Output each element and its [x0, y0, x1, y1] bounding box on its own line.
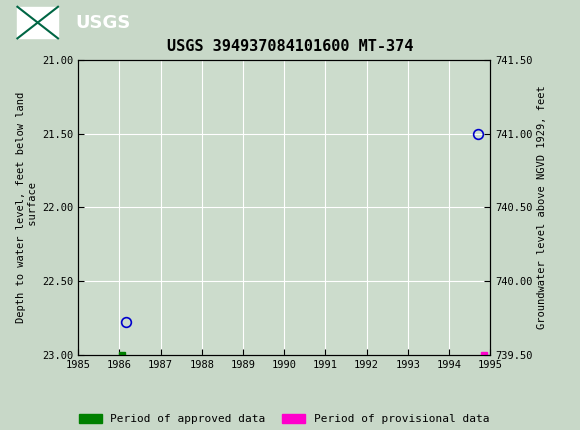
Text: USGS 394937084101600 MT-374: USGS 394937084101600 MT-374	[167, 39, 413, 54]
FancyBboxPatch shape	[17, 7, 58, 38]
Legend: Period of approved data, Period of provisional data: Period of approved data, Period of provi…	[79, 414, 489, 424]
Text: USGS: USGS	[75, 14, 130, 31]
Y-axis label: Groundwater level above NGVD 1929, feet: Groundwater level above NGVD 1929, feet	[536, 86, 546, 329]
Y-axis label: Depth to water level, feet below land
 surface: Depth to water level, feet below land su…	[16, 92, 38, 323]
